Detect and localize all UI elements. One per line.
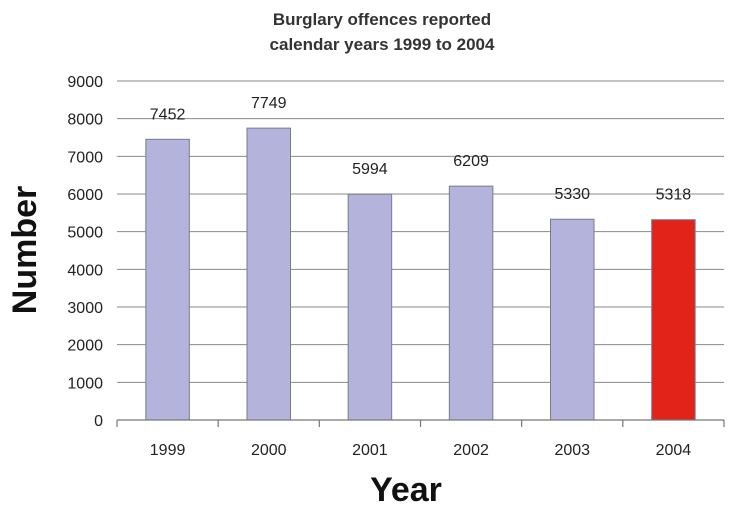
chart-title-line-2: calendar years 1999 to 2004 [270, 35, 495, 54]
data-label-2001: 5994 [352, 161, 388, 178]
y-tick-label: 0 [94, 413, 103, 430]
y-tick-label: 4000 [67, 262, 103, 279]
x-tick-label: 2001 [352, 442, 388, 459]
y-tick-label: 8000 [67, 112, 103, 129]
bar-2004 [651, 219, 696, 421]
bar-2002 [448, 185, 494, 421]
bar-2000 [246, 127, 292, 421]
x-tick-label: 2003 [554, 442, 590, 459]
data-label-2000: 7749 [251, 95, 287, 112]
y-tick-label: 3000 [67, 300, 103, 317]
bars [145, 127, 696, 421]
x-tick-label: 2004 [656, 442, 692, 459]
data-label-2003: 5330 [554, 186, 590, 203]
x-tick-label: 2002 [453, 442, 489, 459]
y-tick-label: 2000 [67, 338, 103, 355]
data-label-1999: 7452 [150, 106, 186, 123]
x-axis-ticks: 1999 2000 2001 2002 2003 2004 [116, 420, 725, 459]
data-labels: 7452 7749 5994 6209 5330 5318 [150, 95, 692, 204]
bar-2003 [549, 218, 595, 421]
y-axis-ticks: 0 1000 2000 3000 4000 5000 6000 7000 8000 9000 [67, 74, 103, 430]
y-tick-label: 6000 [67, 187, 103, 204]
bar-2001 [347, 193, 393, 421]
y-axis-title: Number [6, 186, 44, 314]
bar-1999 [145, 138, 190, 421]
y-tick-label: 9000 [67, 74, 103, 91]
y-tick-label: 7000 [67, 149, 103, 166]
gridlines [117, 80, 724, 383]
x-tick-label: 1999 [150, 442, 186, 459]
x-axis-title: Year [370, 471, 442, 508]
x-tick-label: 2000 [251, 442, 287, 459]
data-label-2002: 6209 [453, 153, 489, 170]
y-tick-label: 1000 [67, 375, 103, 392]
y-tick-label: 5000 [67, 225, 103, 242]
data-label-2004: 5318 [656, 187, 692, 204]
chart-title-line-1: Burglary offences reported [273, 10, 491, 29]
chart-title: Burglary offences reported calendar year… [270, 10, 495, 54]
